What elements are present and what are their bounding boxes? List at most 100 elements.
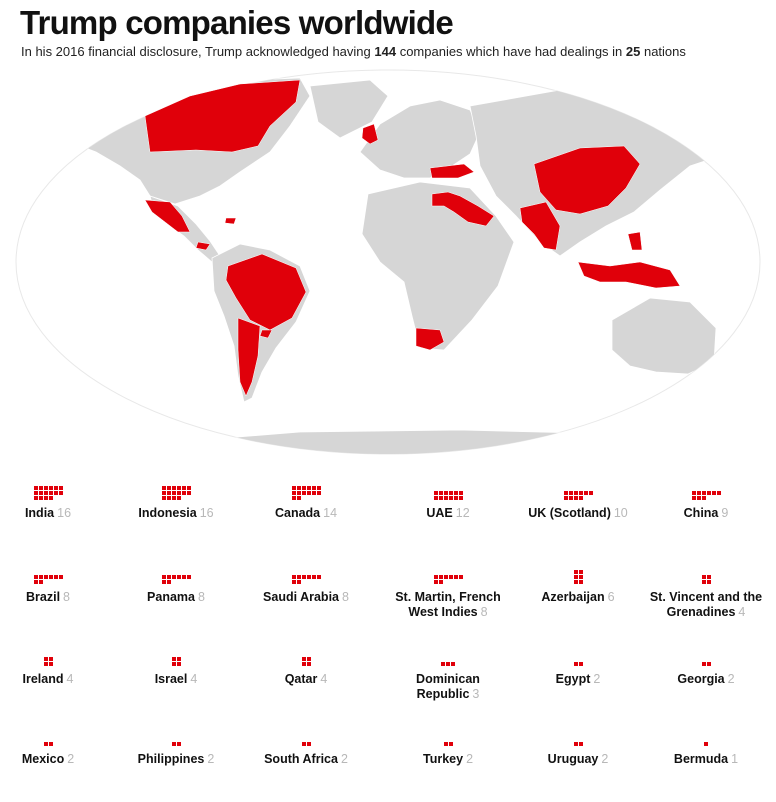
country-label: Ireland 4 [0, 672, 108, 687]
company-square [161, 580, 166, 584]
company-square [706, 491, 711, 495]
country-label: UK (Scotland) 10 [518, 506, 638, 521]
country-name: UAE [426, 506, 453, 520]
company-square [573, 742, 578, 746]
company-count: 2 [593, 672, 601, 686]
country-cell: Uruguay 2 [518, 726, 638, 767]
company-square [33, 486, 38, 490]
company-square [176, 662, 181, 666]
company-square [171, 575, 176, 579]
subtitle-text-3: nations [640, 44, 686, 59]
company-square [458, 575, 463, 579]
country-panama [195, 241, 211, 251]
company-squares [116, 564, 236, 584]
country-name: Canada [274, 506, 321, 520]
country-philippines [627, 231, 643, 251]
company-square [181, 486, 186, 490]
company-square [33, 491, 38, 495]
company-square [448, 575, 453, 579]
subtitle-nation-count: 25 [625, 44, 641, 59]
company-square [458, 491, 463, 495]
company-squares [388, 646, 508, 666]
company-square [578, 496, 583, 500]
country-name: Dominican Republic [416, 672, 480, 701]
company-square [306, 486, 311, 490]
company-square [446, 662, 450, 666]
company-square [296, 491, 301, 495]
company-squares [0, 564, 108, 584]
country-label: Israel 4 [116, 672, 236, 687]
company-square [563, 496, 568, 500]
company-square [166, 575, 171, 579]
country-name: Mexico [21, 752, 65, 766]
company-square [578, 742, 583, 746]
country-name: St. Vincent and the Grenadines [649, 590, 763, 619]
company-square [301, 575, 306, 579]
company-square [311, 491, 316, 495]
country-label: Canada 14 [246, 506, 366, 521]
company-squares [646, 726, 766, 746]
company-count: 8 [480, 605, 488, 619]
company-square [171, 496, 176, 500]
company-square [48, 657, 53, 661]
company-square [171, 486, 176, 490]
company-count: 4 [66, 672, 74, 686]
company-count: 6 [607, 590, 615, 604]
company-square [38, 491, 43, 495]
company-square [43, 575, 48, 579]
country-uruguay [259, 329, 273, 339]
country-label: Qatar 4 [246, 672, 366, 687]
company-square [438, 496, 443, 500]
country-label: Dominican Republic 3 [388, 672, 508, 702]
company-square [311, 486, 316, 490]
company-square [161, 486, 166, 490]
company-square [166, 486, 171, 490]
company-squares [0, 646, 108, 666]
company-square [171, 657, 176, 661]
company-square [316, 491, 321, 495]
company-square [573, 580, 578, 584]
country-uk-ireland [361, 123, 379, 145]
company-square [433, 496, 438, 500]
country-label: St. Martin, French West Indies 8 [388, 590, 508, 620]
company-squares [116, 726, 236, 746]
company-square [306, 662, 311, 666]
company-squares [518, 480, 638, 500]
company-square [453, 491, 458, 495]
country-cell: Turkey 2 [388, 726, 508, 767]
company-square [301, 742, 306, 746]
country-turkey [429, 163, 475, 179]
country-india [519, 201, 561, 251]
company-squares [116, 480, 236, 500]
country-cell: St. Vincent and the Grenadines 4 [646, 564, 766, 620]
country-cell: UK (Scotland) 10 [518, 480, 638, 521]
company-square [171, 491, 176, 495]
country-cell: Philippines 2 [116, 726, 236, 767]
company-square [291, 575, 296, 579]
country-label: Panama 8 [116, 590, 236, 605]
company-square [443, 496, 448, 500]
company-square [166, 496, 171, 500]
country-cell: India 16 [0, 480, 108, 521]
company-count: 4 [320, 672, 328, 686]
country-cell: Bermuda 1 [646, 726, 766, 767]
subtitle-company-count: 144 [374, 44, 397, 59]
country-cell: Azerbaijan 6 [518, 564, 638, 605]
company-squares [388, 564, 508, 584]
company-squares [646, 564, 766, 584]
country-label: Egypt 2 [518, 672, 638, 687]
company-square [186, 486, 191, 490]
company-count: 2 [601, 752, 609, 766]
company-square [43, 742, 48, 746]
company-square [306, 742, 311, 746]
country-brazil [225, 253, 307, 331]
company-square [573, 570, 578, 574]
country-name: Ireland [22, 672, 64, 686]
company-square [43, 496, 48, 500]
company-square [433, 580, 438, 584]
company-square [696, 496, 701, 500]
company-count: 4 [738, 605, 746, 619]
company-square [43, 491, 48, 495]
company-square [48, 486, 53, 490]
company-count: 16 [199, 506, 214, 520]
